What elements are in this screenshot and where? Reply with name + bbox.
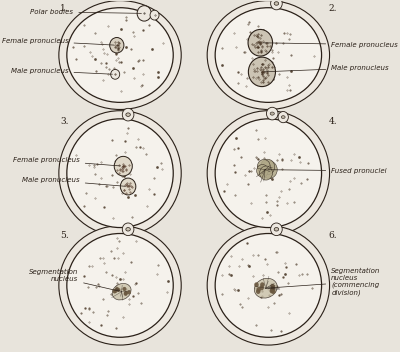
- Circle shape: [260, 285, 264, 290]
- Circle shape: [248, 30, 272, 56]
- Circle shape: [111, 69, 120, 79]
- Text: 5.: 5.: [60, 231, 69, 240]
- Text: Polar bodies: Polar bodies: [30, 9, 142, 15]
- Circle shape: [256, 287, 261, 292]
- Text: 1.: 1.: [60, 4, 69, 13]
- Ellipse shape: [274, 2, 279, 5]
- Ellipse shape: [59, 226, 181, 345]
- Ellipse shape: [215, 233, 322, 337]
- Text: 4.: 4.: [328, 117, 337, 126]
- Ellipse shape: [59, 111, 181, 236]
- Circle shape: [254, 282, 259, 287]
- Ellipse shape: [254, 278, 277, 298]
- Circle shape: [124, 291, 128, 295]
- Circle shape: [257, 159, 270, 174]
- Circle shape: [261, 161, 277, 178]
- Ellipse shape: [215, 8, 322, 102]
- Circle shape: [114, 289, 117, 293]
- Circle shape: [271, 289, 276, 294]
- Text: Fused pronuclei: Fused pronuclei: [268, 168, 387, 174]
- Circle shape: [260, 166, 272, 180]
- Ellipse shape: [207, 111, 330, 236]
- Ellipse shape: [207, 226, 330, 345]
- Circle shape: [271, 0, 282, 10]
- Ellipse shape: [112, 283, 131, 300]
- Ellipse shape: [270, 112, 274, 115]
- Text: Segmentation
nucleus: Segmentation nucleus: [29, 269, 119, 291]
- Ellipse shape: [207, 1, 330, 109]
- Circle shape: [122, 223, 134, 235]
- Circle shape: [115, 287, 119, 291]
- Circle shape: [122, 287, 126, 291]
- Circle shape: [127, 290, 131, 294]
- Text: 2.: 2.: [328, 4, 337, 13]
- Circle shape: [260, 159, 275, 175]
- Ellipse shape: [67, 233, 173, 337]
- Ellipse shape: [274, 227, 279, 231]
- Circle shape: [266, 107, 278, 120]
- Text: Male pronucleus: Male pronucleus: [22, 177, 125, 186]
- Text: 3.: 3.: [60, 117, 69, 126]
- Circle shape: [270, 288, 275, 293]
- Text: 6.: 6.: [328, 231, 337, 240]
- Circle shape: [150, 10, 159, 20]
- Ellipse shape: [281, 116, 285, 119]
- Circle shape: [116, 288, 120, 292]
- Text: Segmentation
nucleus
(commencing
division): Segmentation nucleus (commencing divisio…: [268, 268, 381, 296]
- Ellipse shape: [67, 8, 173, 102]
- Circle shape: [260, 282, 265, 287]
- Circle shape: [137, 6, 151, 21]
- Text: Female pronucleus: Female pronucleus: [263, 42, 398, 48]
- Text: Male pronucleus: Male pronucleus: [265, 65, 389, 72]
- Circle shape: [257, 164, 268, 177]
- Circle shape: [248, 57, 276, 87]
- Circle shape: [124, 292, 128, 296]
- Text: Female pronucleus: Female pronucleus: [13, 157, 120, 166]
- Circle shape: [120, 178, 136, 195]
- Circle shape: [270, 284, 275, 289]
- Ellipse shape: [126, 113, 130, 117]
- Circle shape: [256, 289, 260, 294]
- Circle shape: [122, 108, 134, 121]
- Ellipse shape: [59, 1, 181, 109]
- Circle shape: [270, 289, 274, 293]
- Circle shape: [271, 285, 275, 290]
- Circle shape: [110, 38, 124, 53]
- Ellipse shape: [67, 119, 173, 227]
- Circle shape: [114, 156, 132, 176]
- Circle shape: [271, 223, 282, 235]
- Circle shape: [113, 289, 116, 294]
- Circle shape: [278, 112, 288, 123]
- Ellipse shape: [126, 227, 130, 231]
- Text: Female pronucleus: Female pronucleus: [2, 38, 114, 45]
- Text: Male pronucleus: Male pronucleus: [11, 68, 112, 74]
- Ellipse shape: [215, 119, 322, 227]
